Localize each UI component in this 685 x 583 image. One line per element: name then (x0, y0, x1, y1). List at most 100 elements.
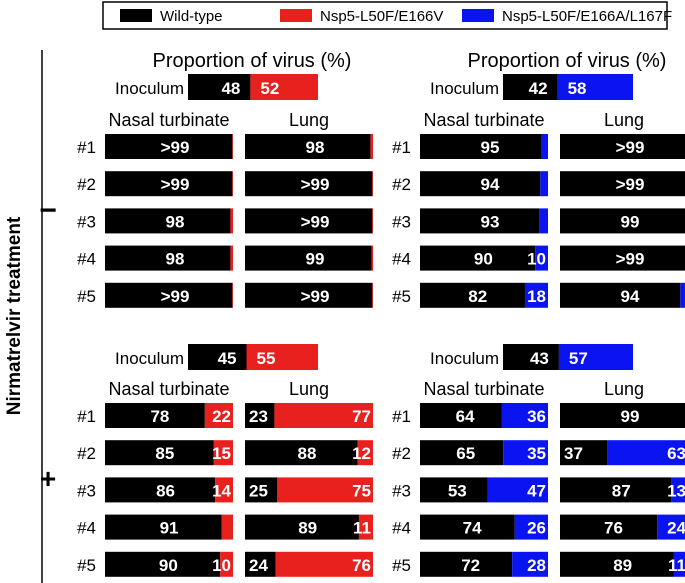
column-header-nasal: Nasal turbinate (108, 379, 229, 399)
nasal-wt-bar (105, 403, 205, 428)
nasal-wt-value: >99 (161, 287, 190, 306)
nasal-mut-bar (535, 245, 548, 271)
lung-mut-bar (680, 282, 685, 308)
nasal-mut-bar (221, 514, 233, 540)
nasal-mut-bar (541, 134, 548, 159)
lung-mut-value: 76 (352, 556, 371, 575)
legend-label-wild-type: Wild-type (160, 8, 223, 25)
legend-label-e166a-l167f: Nsp5-L50F/E166A/L167F (502, 8, 672, 25)
lung-mut-bar (277, 477, 373, 503)
row-id: #4 (77, 250, 96, 269)
lung-wt-bar (560, 551, 674, 577)
nasal-mut-bar (215, 477, 233, 503)
nasal-mut-value: 10 (212, 556, 231, 575)
column-header-nasal: Nasal turbinate (423, 110, 544, 130)
lung-wt-value: 99 (306, 250, 325, 269)
lung-mut-value: 11 (668, 556, 685, 575)
lung-mut-value: 12 (352, 444, 371, 463)
inoculum-mut-value: 57 (569, 349, 588, 368)
panel-title: Proportion of virus (%) (153, 50, 352, 72)
nasal-wt-bar (105, 440, 214, 466)
row-id: #5 (392, 287, 411, 306)
legend-swatch-e166a-l167f (462, 9, 494, 22)
lung-wt-value: 89 (298, 519, 317, 538)
nasal-wt-value: 82 (468, 287, 487, 306)
nasal-wt-value: 74 (463, 519, 482, 538)
lung-mut-bar (657, 514, 685, 540)
lung-wt-bar (560, 134, 685, 159)
nasal-mut-value: 18 (527, 287, 546, 306)
nasal-wt-bar (420, 245, 536, 271)
inoculum-wt-value: 42 (529, 79, 548, 98)
lung-wt-value: 89 (613, 556, 632, 575)
lung-wt-bar (560, 245, 685, 271)
treatment-plus-label: + (40, 463, 56, 494)
column-header-lung: Lung (604, 110, 644, 130)
lung-wt-value: 99 (621, 407, 640, 426)
row-id: #2 (392, 444, 411, 463)
lung-mut-bar (358, 514, 373, 540)
lung-mut-bar (372, 208, 373, 234)
lung-mut-value: 63 (667, 444, 685, 463)
nasal-wt-bar (420, 171, 541, 197)
nasal-wt-value: 53 (448, 481, 467, 500)
nasal-wt-bar (420, 208, 540, 234)
nasal-mut-bar (232, 282, 233, 308)
row-id: #5 (77, 556, 96, 575)
lung-mut-value: 77 (352, 407, 371, 426)
inoculum-label: Inoculum (115, 79, 184, 98)
nasal-wt-value: 91 (160, 519, 179, 538)
nasal-wt-value: 85 (155, 444, 174, 463)
lung-wt-bar (245, 403, 275, 428)
legend-swatch-wild-type (120, 9, 152, 22)
row-id: #4 (392, 250, 411, 269)
row-id: #3 (77, 212, 96, 231)
nasal-wt-bar (105, 245, 231, 271)
row-id: #2 (77, 175, 96, 194)
nasal-wt-bar (420, 282, 525, 308)
nasal-mut-bar (487, 477, 548, 503)
nasal-wt-bar (105, 551, 221, 577)
nasal-wt-value: 65 (456, 444, 475, 463)
lung-mut-bar (673, 551, 685, 577)
nasal-mut-bar (512, 551, 548, 577)
nasal-wt-value: 64 (456, 407, 475, 426)
lung-wt-bar (245, 245, 372, 271)
nasal-mut-value: 26 (527, 519, 546, 538)
lung-wt-value: >99 (301, 287, 330, 306)
column-header-lung: Lung (604, 379, 644, 399)
lung-wt-bar (245, 171, 373, 197)
nasal-mut-value: 36 (527, 407, 546, 426)
nasal-wt-bar (420, 440, 504, 466)
lung-wt-value: 25 (249, 481, 268, 500)
nasal-wt-bar (105, 208, 231, 234)
nasal-wt-value: 94 (481, 175, 500, 194)
inoculum-mut-value: 55 (257, 349, 276, 368)
nasal-wt-bar (420, 514, 515, 540)
nasal-wt-bar (105, 514, 222, 540)
nasal-wt-value: 93 (481, 212, 500, 231)
column-header-nasal: Nasal turbinate (108, 110, 229, 130)
lung-mut-bar (607, 440, 685, 466)
nasal-wt-bar (105, 134, 233, 159)
inoculum-label: Inoculum (115, 349, 184, 368)
nasal-mut-bar (514, 514, 548, 540)
panel-title: Proportion of virus (%) (468, 50, 667, 72)
lung-wt-value: 94 (621, 287, 640, 306)
lung-mut-bar (275, 551, 373, 577)
row-id: #1 (392, 407, 411, 426)
nasal-mut-bar (539, 208, 548, 234)
inoculum-wt-value: 43 (530, 349, 549, 368)
nasal-wt-value: 95 (481, 138, 500, 157)
legend: Wild-type Nsp5-L50F/E166V Nsp5-L50F/E166… (102, 1, 672, 30)
inoculum-wt-value: 45 (218, 349, 237, 368)
lung-mut-bar (372, 282, 373, 308)
row-id: #2 (392, 175, 411, 194)
inoculum-mut-bar (246, 344, 318, 370)
nasal-mut-value: 15 (212, 444, 231, 463)
row-id: #4 (77, 519, 96, 538)
lung-wt-value: 88 (297, 444, 316, 463)
lung-mut-value: 75 (352, 481, 371, 500)
lung-wt-value: 24 (249, 556, 268, 575)
